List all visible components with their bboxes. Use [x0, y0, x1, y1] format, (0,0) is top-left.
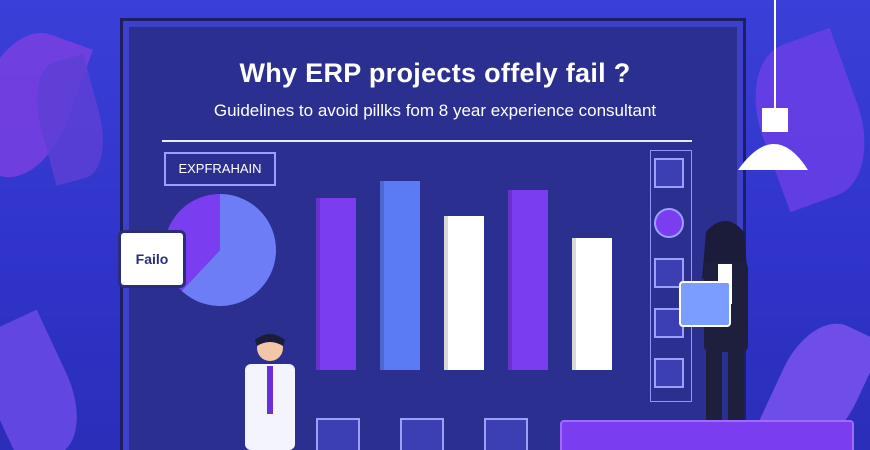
label-box: EXPFRAHAIN: [164, 152, 276, 186]
chart-bar: [444, 216, 484, 370]
side-panel: [650, 150, 692, 402]
panel-icon: [654, 208, 684, 238]
bottom-icon: [484, 418, 528, 450]
panel-icon: [654, 158, 684, 188]
leaf-decoration: [0, 309, 96, 450]
bottom-icon: [400, 418, 444, 450]
bar-chart: [300, 150, 630, 370]
chart-bar: [508, 190, 548, 370]
pie-slice: [181, 194, 276, 306]
woman-figure: [679, 221, 748, 450]
divider-arrow: [162, 140, 692, 142]
man-figure: [245, 334, 295, 450]
poster-title: Why ERP projects offely fail ?: [239, 58, 631, 88]
chart-bar: [380, 181, 420, 370]
chart-bar: [572, 238, 612, 370]
panel-icon: [654, 358, 684, 388]
panel-icon: [654, 258, 684, 288]
poster-subtitle: Guidelines to avoid pillks fom 8 year ex…: [213, 101, 657, 120]
lamp-icon: [738, 0, 808, 170]
bottom-icon: [316, 418, 360, 450]
cta-banner: [560, 420, 854, 450]
speech-bubble: Failo: [118, 230, 186, 288]
chart-bar: [316, 198, 356, 370]
